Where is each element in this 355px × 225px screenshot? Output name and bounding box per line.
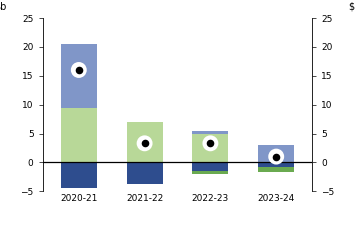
Point bbox=[208, 142, 213, 145]
Point bbox=[273, 155, 279, 158]
Bar bbox=[126, 162, 163, 184]
Bar bbox=[192, 171, 229, 174]
Bar bbox=[258, 162, 294, 167]
Point bbox=[273, 155, 279, 158]
Text: $b: $b bbox=[349, 1, 355, 11]
Point bbox=[142, 142, 147, 145]
Bar bbox=[61, 44, 97, 108]
Point bbox=[142, 142, 147, 145]
Bar bbox=[126, 122, 163, 162]
Bar bbox=[192, 133, 229, 162]
Point bbox=[273, 155, 279, 158]
Point bbox=[208, 142, 213, 145]
Bar bbox=[258, 167, 294, 172]
Text: $b: $b bbox=[0, 1, 6, 11]
Point bbox=[76, 68, 82, 72]
Point bbox=[76, 68, 82, 72]
Bar bbox=[192, 162, 229, 171]
Point bbox=[142, 142, 147, 145]
Point bbox=[208, 142, 213, 145]
Bar bbox=[61, 108, 97, 162]
Bar bbox=[61, 162, 97, 188]
Bar bbox=[258, 145, 294, 162]
Bar bbox=[192, 130, 229, 133]
Point bbox=[76, 68, 82, 72]
